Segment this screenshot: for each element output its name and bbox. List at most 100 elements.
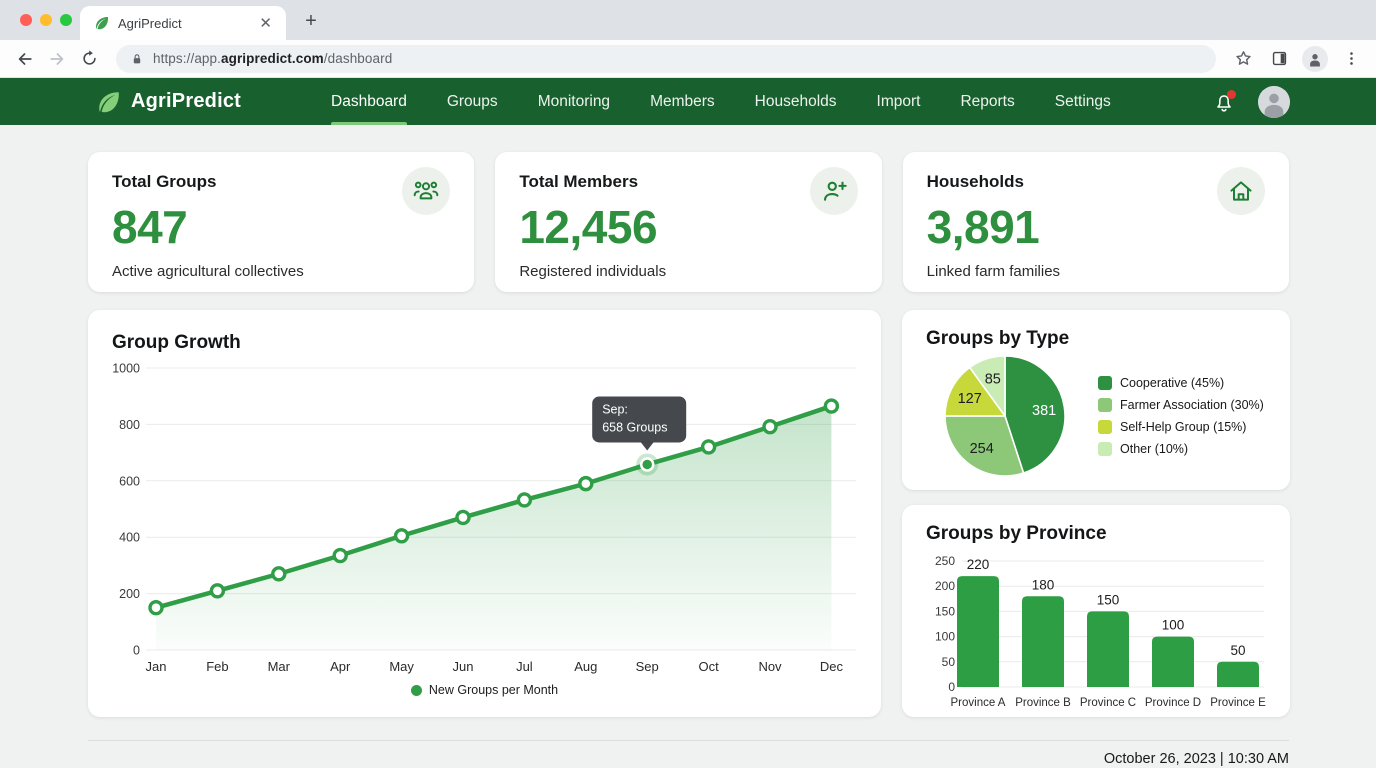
nav-item-households[interactable]: Households	[755, 78, 837, 125]
person-add-icon	[810, 167, 858, 215]
lock-icon	[130, 52, 144, 66]
reload-icon[interactable]	[76, 46, 102, 72]
stat-value: 12,456	[519, 200, 857, 254]
notification-badge-dot	[1227, 90, 1236, 99]
legend-swatch	[1098, 376, 1112, 390]
svg-text:180: 180	[1032, 577, 1055, 592]
line-chart-legend: New Groups per Month	[112, 683, 857, 697]
legend-item-self-help-group: Self-Help Group (15%)	[1098, 420, 1264, 434]
svg-text:800: 800	[119, 418, 140, 432]
svg-text:220: 220	[967, 557, 990, 572]
legend-item-cooperative: Cooperative (45%)	[1098, 376, 1264, 390]
svg-text:200: 200	[119, 587, 140, 601]
svg-text:Oct: Oct	[698, 659, 719, 674]
browser-menu-icon[interactable]	[1338, 46, 1364, 72]
svg-text:Province B: Province B	[1015, 697, 1071, 709]
bookmark-star-icon[interactable]	[1230, 46, 1256, 72]
nav-item-members[interactable]: Members	[650, 78, 715, 125]
group-growth-line-chart[interactable]: 02004006008001000JanFebMarAprMayJunJulAu…	[112, 354, 860, 676]
stat-subtitle: Active agricultural collectives	[112, 263, 450, 280]
stat-card-households: Households 3,891 Linked farm families	[903, 152, 1289, 292]
browser-toolbar: https://app.agripredict.com/dashboard	[0, 40, 1376, 78]
svg-text:Sep:: Sep:	[602, 402, 628, 416]
svg-text:Mar: Mar	[268, 659, 291, 674]
svg-text:Jul: Jul	[516, 659, 533, 674]
window-minimize-button[interactable]	[40, 14, 52, 26]
user-avatar[interactable]	[1258, 86, 1290, 118]
nav-item-monitoring[interactable]: Monitoring	[538, 78, 610, 125]
svg-text:100: 100	[1162, 618, 1185, 633]
legend-swatch	[1098, 420, 1112, 434]
browser-tab-strip: AgriPredict ✕ +	[0, 0, 1376, 40]
svg-text:50: 50	[942, 655, 956, 669]
legend-swatch	[1098, 398, 1112, 412]
address-bar[interactable]: https://app.agripredict.com/dashboard	[116, 45, 1216, 73]
svg-text:Province D: Province D	[1145, 697, 1201, 709]
stat-subtitle: Linked farm families	[927, 263, 1265, 280]
legend-label: New Groups per Month	[429, 683, 558, 697]
stat-value: 847	[112, 200, 450, 254]
stat-title: Total Groups	[112, 172, 450, 192]
home-icon	[1217, 167, 1265, 215]
stat-title: Households	[927, 172, 1265, 192]
svg-text:127: 127	[958, 391, 982, 407]
stat-subtitle: Registered individuals	[519, 263, 857, 280]
stat-title: Total Members	[519, 172, 857, 192]
charts-row: Group Growth 02004006008001000JanFebMarA…	[88, 310, 1289, 717]
svg-text:0: 0	[948, 680, 955, 694]
svg-text:0: 0	[133, 644, 140, 658]
legend-item-farmer-association: Farmer Association (30%)	[1098, 398, 1264, 412]
legend-item-other: Other (10%)	[1098, 442, 1264, 456]
svg-text:Sep: Sep	[636, 659, 659, 674]
svg-text:Feb: Feb	[206, 659, 228, 674]
group-growth-card: Group Growth 02004006008001000JanFebMarA…	[88, 310, 881, 717]
chart-title-groups-by-type: Groups by Type	[926, 328, 1268, 350]
chart-title-groups-by-province: Groups by Province	[926, 523, 1266, 545]
new-tab-button[interactable]: +	[298, 9, 324, 35]
nav-item-groups[interactable]: Groups	[447, 78, 498, 125]
svg-text:600: 600	[119, 474, 140, 488]
svg-text:Nov: Nov	[758, 659, 782, 674]
svg-text:Dec: Dec	[820, 659, 844, 674]
back-icon[interactable]	[12, 46, 38, 72]
svg-text:254: 254	[970, 441, 994, 457]
window-zoom-button[interactable]	[60, 14, 72, 26]
notifications-bell-icon[interactable]	[1212, 90, 1236, 114]
window-close-button[interactable]	[20, 14, 32, 26]
svg-text:381: 381	[1032, 403, 1056, 419]
groups-by-type-pie-chart[interactable]: 381 254 12785	[926, 352, 1084, 480]
svg-text:Province C: Province C	[1080, 697, 1136, 709]
nav-item-import[interactable]: Import	[877, 78, 921, 125]
nav-item-dashboard[interactable]: Dashboard	[331, 78, 407, 125]
url-text: https://app.agripredict.com/dashboard	[153, 51, 392, 66]
brand-name: AgriPredict	[131, 90, 241, 113]
stat-value: 3,891	[927, 200, 1265, 254]
tab-close-icon[interactable]: ✕	[255, 14, 276, 33]
stat-card-total-members: Total Members 12,456 Registered individu…	[495, 152, 881, 292]
nav-item-settings[interactable]: Settings	[1055, 78, 1111, 125]
nav-item-reports[interactable]: Reports	[960, 78, 1014, 125]
pie-legend: Cooperative (45%) Farmer Association (30…	[1098, 376, 1264, 456]
side-panel-icon[interactable]	[1266, 46, 1292, 72]
groups-by-province-bar-chart[interactable]: 050100150200250220Province A180Province …	[926, 551, 1266, 713]
browser-tab[interactable]: AgriPredict ✕	[80, 6, 286, 40]
svg-text:1000: 1000	[112, 362, 140, 376]
browser-profile-avatar[interactable]	[1302, 46, 1328, 72]
svg-text:85: 85	[985, 371, 1001, 387]
svg-text:200: 200	[935, 579, 955, 593]
brand-logo[interactable]: AgriPredict	[96, 89, 241, 115]
svg-text:Province E: Province E	[1210, 697, 1266, 709]
svg-text:658 Groups: 658 Groups	[602, 420, 667, 434]
app-navbar: AgriPredict Dashboard Groups Monitoring …	[0, 78, 1376, 125]
svg-text:Province A: Province A	[951, 697, 1006, 709]
svg-text:250: 250	[935, 554, 955, 568]
legend-swatch	[1098, 442, 1112, 456]
chart-tooltip: Sep: 658 Groups	[592, 396, 686, 450]
timestamp: October 26, 2023 | 10:30 AM	[1104, 751, 1289, 767]
leaf-icon	[96, 89, 122, 115]
svg-text:100: 100	[935, 630, 955, 644]
forward-icon[interactable]	[44, 46, 70, 72]
svg-text:May: May	[389, 659, 414, 674]
groups-by-province-card: Groups by Province 050100150200250220Pro…	[902, 505, 1290, 717]
svg-text:400: 400	[119, 531, 140, 545]
